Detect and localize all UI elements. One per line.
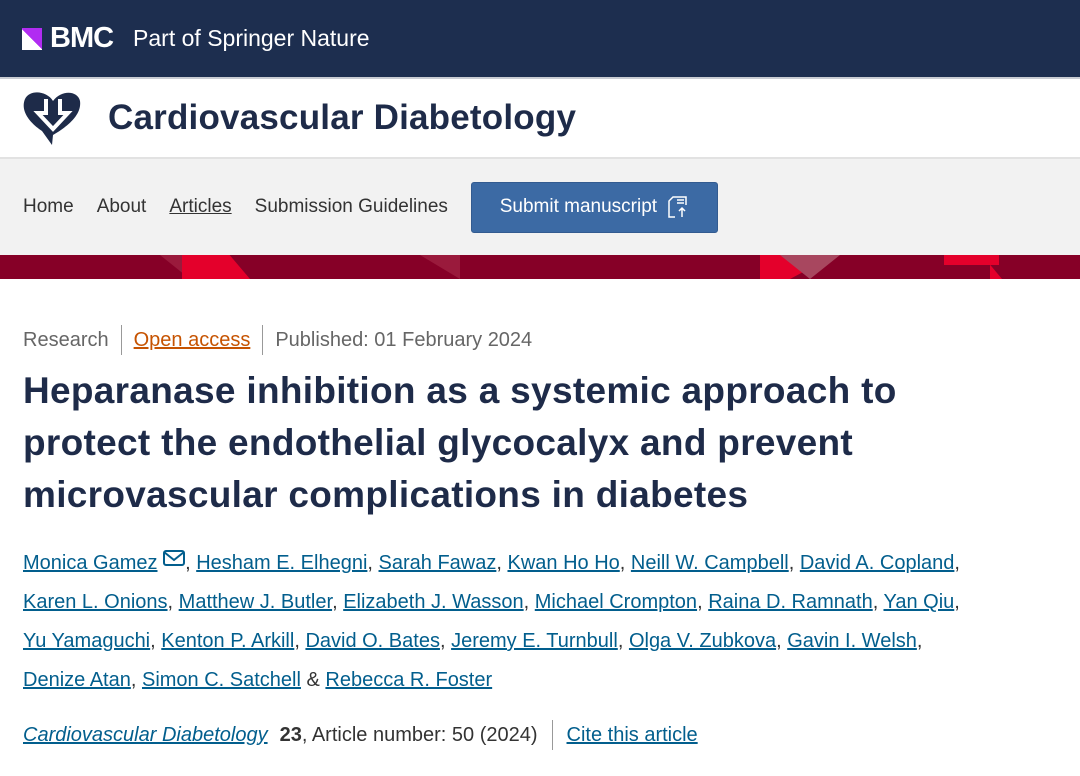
author-link[interactable]: Karen L. Onions [23,591,168,613]
divider [120,325,122,355]
author-link[interactable]: David A. Copland [799,552,955,574]
upload-document-icon [668,196,687,218]
author-line: Monica Gamez , Hesham E. Elhegni, Sarah … [23,550,960,574]
citation-line: Cardiovascular Diabetology 23 , Article … [23,720,1057,750]
article-meta: Research Open access Published: 01 Febru… [23,325,1057,355]
author-link[interactable]: Michael Crompton [534,591,698,613]
journal-title[interactable]: Cardiovascular Diabetology [108,98,577,137]
springer-tagline[interactable]: Part of Springer Nature [133,25,370,51]
bmc-logo-text[interactable]: BMC [50,22,114,54]
author-line: Karen L. Onions, Matthew J. Butler, Eliz… [23,591,960,613]
article-title: Heparanase inhibition as a systemic appr… [23,365,1057,521]
author-link[interactable]: Raina D. Ramnath [708,591,873,613]
author-link[interactable]: Hesham E. Elhegni [196,552,368,574]
author-link[interactable]: Sarah Fawaz [378,552,497,574]
author-link[interactable]: Monica Gamez [23,552,158,574]
publisher-header: BMC Part of Springer Nature [0,0,1080,79]
decorative-banner [0,255,1080,279]
bmc-logo-icon[interactable] [22,27,42,50]
author-link[interactable]: Olga V. Zubkova [628,630,777,652]
cite-this-article-link[interactable]: Cite this article [566,723,698,746]
volume: 23 [279,723,302,746]
author-list: Monica Gamez , Hesham E. Elhegni, Sarah … [23,544,1057,700]
article-number: , Article number: 50 (2024) [301,723,538,746]
title-line: microvascular complications in diabetes [23,474,749,515]
journal-nav: Home About Articles Submission Guideline… [0,159,1080,255]
email-icon[interactable] [163,550,186,566]
author-link[interactable]: Yu Yamaguchi [23,630,151,652]
open-access-link[interactable]: Open access [133,328,251,351]
author-line: Denize Atan, Simon C. Satchell & Rebecca… [23,669,493,691]
author-link[interactable]: Gavin I. Welsh [787,630,917,652]
title-line: protect the endothelial glycocalyx and p… [23,422,854,463]
journal-header: Cardiovascular Diabetology [0,79,1080,159]
article-type: Research [23,328,109,351]
author-link[interactable]: Denize Atan [23,669,131,691]
author-link[interactable]: Simon C. Satchell [141,669,301,691]
author-link[interactable]: David O. Bates [305,630,440,652]
submit-manuscript-button[interactable]: Submit manuscript [470,181,718,233]
published-date: Published: 01 February 2024 [275,328,533,351]
author-link[interactable]: Kwan Ho Ho [507,552,620,574]
divider [262,325,264,355]
heart-arrow-logo-icon[interactable] [22,89,84,147]
author-link[interactable]: Neill W. Campbell [630,552,789,574]
author-link[interactable]: Yan Qiu [883,591,955,613]
author-line: Yu Yamaguchi, Kenton P. Arkill, David O.… [23,630,923,652]
submit-label: Submit manuscript [499,196,658,217]
journal-link[interactable]: Cardiovascular Diabetology [23,723,268,746]
author-link[interactable]: Elizabeth J. Wasson [343,591,524,613]
author-link[interactable]: Jeremy E. Turnbull [451,630,618,652]
title-line: Heparanase inhibition as a systemic appr… [23,370,897,411]
divider [551,720,553,750]
nav-about[interactable]: About [96,196,147,217]
author-link[interactable]: Kenton P. Arkill [161,630,295,652]
author-link[interactable]: Matthew J. Butler [178,591,333,613]
nav-home[interactable]: Home [23,196,74,217]
ampersand: & [306,669,320,691]
author-link[interactable]: Rebecca R. Foster [325,669,493,691]
article-header: Research Open access Published: 01 Febru… [0,325,1080,750]
nav-articles[interactable]: Articles [169,196,232,217]
nav-submission-guidelines[interactable]: Submission Guidelines [254,196,448,217]
